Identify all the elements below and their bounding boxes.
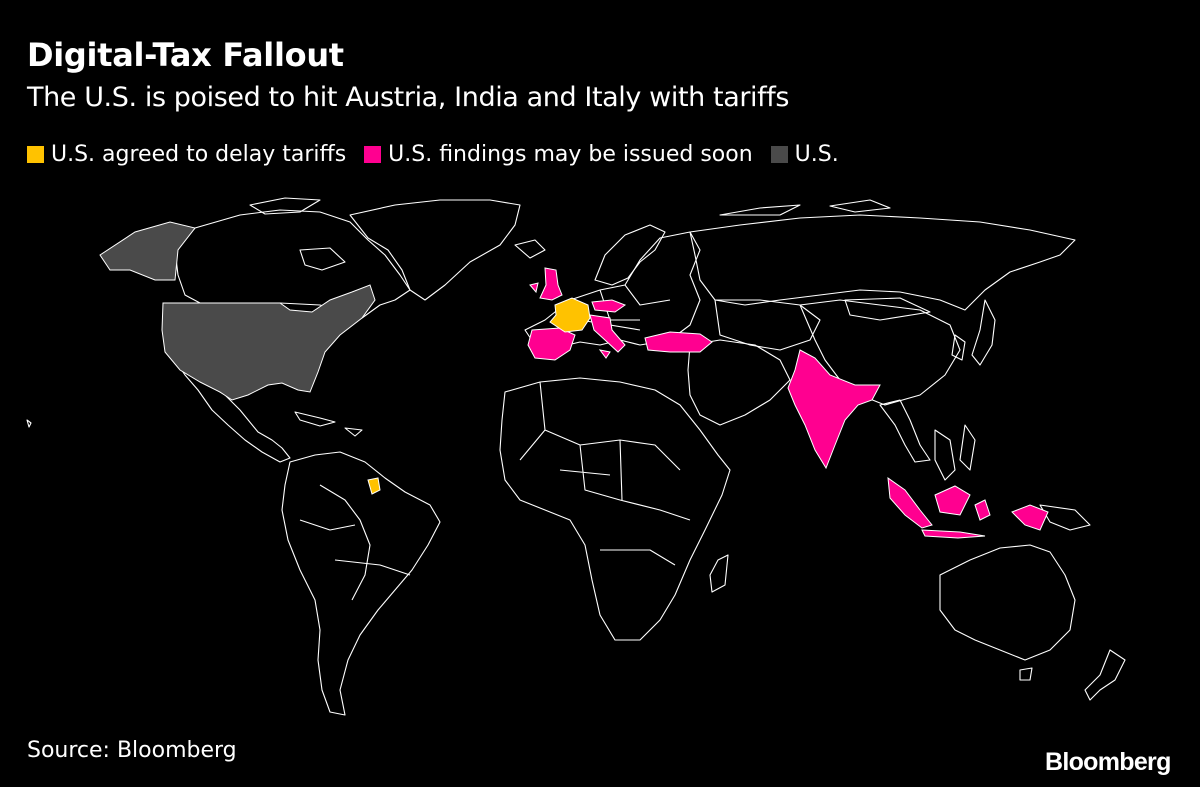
region-papua	[1039, 504, 1091, 531]
region-middle-east	[687, 339, 791, 426]
legend-label-us: U.S.	[794, 142, 839, 167]
region-french-guiana	[367, 477, 381, 495]
legend-item-findings: U.S. findings may be issued soon	[364, 142, 753, 167]
findings-regions	[527, 267, 1049, 539]
region-russia	[689, 214, 1076, 311]
region-india	[787, 349, 881, 470]
legend: U.S. agreed to delay tariffs U.S. findin…	[27, 142, 857, 167]
region-south-america	[281, 451, 441, 716]
region-mongolia	[844, 297, 931, 321]
legend-swatch-us	[770, 146, 788, 163]
region-korea-japan	[951, 299, 996, 366]
region-iceland	[514, 239, 546, 259]
source-note: Source: Bloomberg	[27, 738, 237, 763]
map-borders	[26, 197, 1126, 716]
legend-label-findings: U.S. findings may be issued soon	[388, 142, 753, 167]
region-europe	[524, 231, 701, 349]
region-australia	[939, 544, 1076, 661]
region-andes-borders	[299, 484, 411, 601]
region-indonesia	[887, 476, 1049, 539]
region-hawaii	[26, 419, 32, 428]
region-new-zealand	[1084, 649, 1126, 701]
region-arctic-north	[719, 199, 891, 216]
region-united-states	[99, 221, 376, 401]
region-tasmania	[1019, 667, 1033, 681]
legend-swatch-delay	[27, 146, 44, 163]
chart-subtitle: The U.S. is poised to hit Austria, India…	[27, 82, 790, 113]
legend-item-delay: U.S. agreed to delay tariffs	[27, 142, 346, 167]
region-greenland	[349, 199, 521, 301]
world-map	[26, 197, 1126, 716]
region-philippines	[959, 424, 976, 471]
region-china	[799, 299, 961, 406]
legend-label-delay: U.S. agreed to delay tariffs	[51, 142, 347, 167]
region-madagascar	[709, 554, 729, 593]
region-italy	[589, 314, 626, 359]
region-arctic-islands	[249, 197, 346, 271]
region-canada	[174, 209, 411, 319]
region-caribbean	[294, 411, 363, 437]
region-mexico	[174, 359, 291, 463]
region-france	[549, 297, 591, 333]
region-spain	[527, 327, 576, 361]
region-southeast-asia	[879, 399, 956, 481]
region-central-asia	[714, 299, 821, 351]
bloomberg-logo: Bloomberg	[1045, 748, 1171, 776]
region-turkey	[644, 331, 713, 353]
legend-swatch-findings	[364, 146, 382, 163]
delay-regions	[367, 297, 591, 495]
region-africa	[499, 377, 731, 641]
region-austria-czech	[591, 299, 627, 313]
region-scandinavia	[594, 224, 666, 286]
region-united-kingdom	[529, 267, 563, 301]
region-africa-borders	[519, 381, 691, 566]
legend-item-us: U.S.	[770, 142, 839, 167]
chart-title: Digital-Tax Fallout	[27, 36, 344, 74]
